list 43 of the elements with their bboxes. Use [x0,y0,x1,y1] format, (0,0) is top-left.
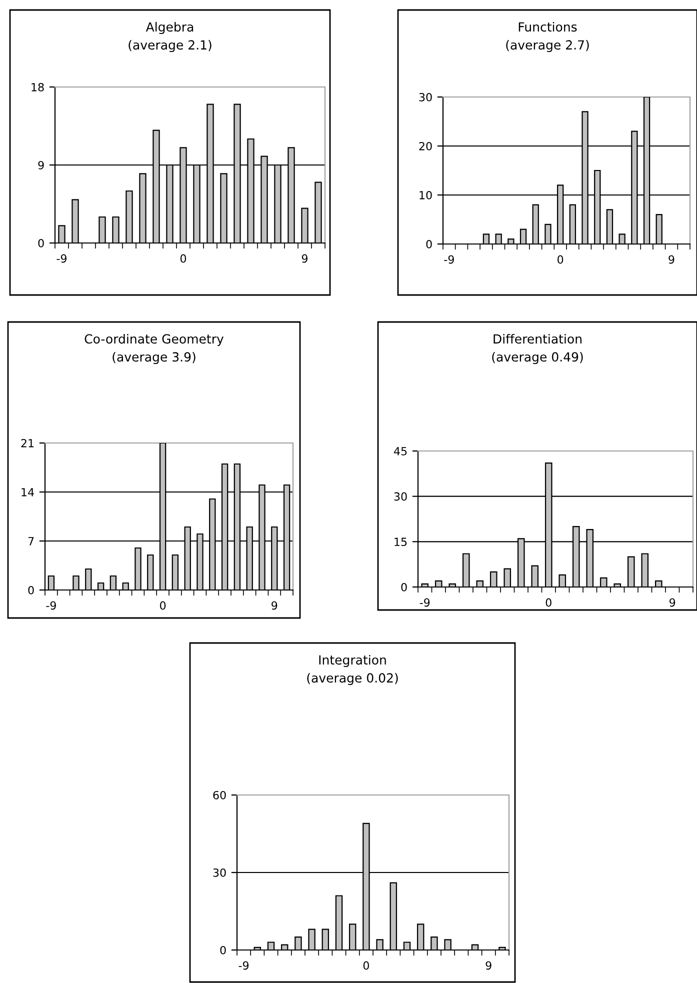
y-tick-label: 20 [419,142,432,150]
chart-subtitle: (average 2.7) [506,40,589,52]
y-tick-label: 9 [38,160,44,170]
chart-title: Co-ordinate Geometry [84,334,224,346]
x-tick-label: -9 [46,601,56,610]
y-tick-label: 30 [394,492,407,501]
y-tick-label: 45 [394,447,407,456]
x-tick-label: 9 [486,961,492,970]
y-tick-label: 7 [28,537,34,546]
y-tick-label: 30 [213,868,226,877]
x-tick-label: 0 [546,598,552,607]
y-tick-label: 0 [28,586,34,594]
x-tick-label: -9 [444,255,454,264]
x-tick-label: 0 [363,961,369,970]
y-tick-label: 60 [213,790,226,800]
y-tick-label: 15 [394,538,407,546]
chart-title: Integration [319,654,386,668]
chart-title: Functions [518,22,577,32]
y-tick-label: 14 [22,488,34,496]
x-tick-label: -9 [420,598,430,607]
chart-subtitle: (average 0.49) [492,352,583,364]
y-tick-label: 0 [401,582,407,592]
chart-title: Algebra [146,22,194,34]
x-tick-label: 9 [272,601,278,610]
y-tick-label: 10 [420,190,432,200]
chart-title: Differentiation [494,334,582,344]
y-tick-label: 30 [419,92,432,102]
y-tick-label: 0 [38,238,44,248]
y-tick-label: 21 [21,438,34,448]
y-tick-label: 0 [220,946,226,954]
x-tick-label: 0 [160,601,166,610]
x-tick-label: -9 [238,961,249,970]
y-tick-label: 0 [426,240,432,248]
x-tick-label: 0 [180,254,186,263]
y-tick-label: 18 [32,82,44,92]
x-tick-label: 9 [302,254,308,263]
chart-subtitle: (average 2.1) [128,40,212,52]
chart-subtitle: (average 0.02) [307,672,398,686]
x-tick-label: 9 [668,255,674,264]
x-tick-label: -9 [56,254,67,263]
x-tick-label: 0 [558,255,564,264]
chart-subtitle: (average 3.9) [112,352,196,364]
x-tick-label: 9 [670,598,676,607]
